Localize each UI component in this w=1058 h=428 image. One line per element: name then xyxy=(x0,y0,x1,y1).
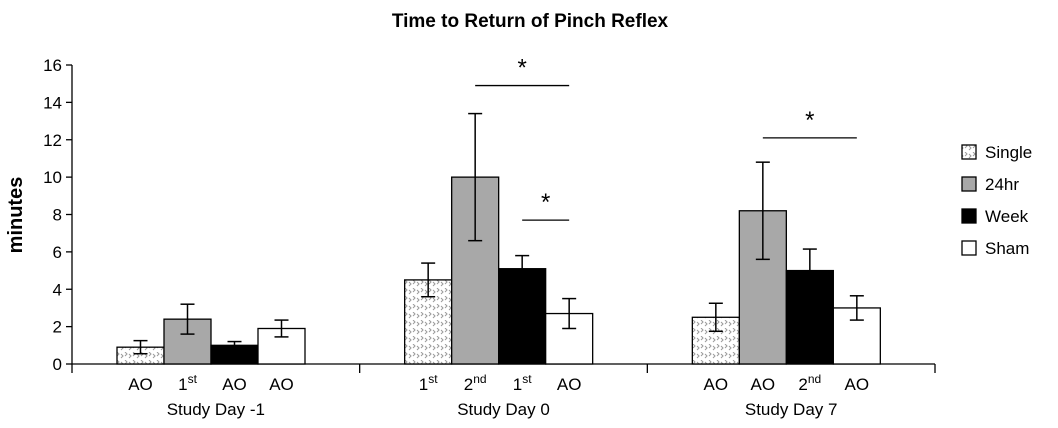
legend-label: 24hr xyxy=(985,175,1019,194)
group-label: Study Day 0 xyxy=(457,400,550,419)
bar-category-label: AO xyxy=(128,375,153,394)
legend: Single 24hr Week Sham xyxy=(961,143,1032,258)
group-label: Study Day -1 xyxy=(167,400,265,419)
legend-swatch xyxy=(961,240,977,256)
y-tick-label: 0 xyxy=(53,355,62,374)
y-tick-label: 8 xyxy=(53,206,62,225)
bar-category-label: AO xyxy=(557,375,582,394)
bar xyxy=(691,316,740,365)
bar-category-label: 1st xyxy=(178,372,197,394)
legend-swatch xyxy=(961,208,977,224)
legend-label: Sham xyxy=(985,239,1029,258)
significance-star: * xyxy=(541,189,550,216)
y-tick-label: 16 xyxy=(43,56,62,75)
bar-category-label: 2nd xyxy=(798,372,821,394)
group-label: Study Day 7 xyxy=(745,400,838,419)
y-tick-label: 4 xyxy=(53,280,62,299)
bar-category-label: AO xyxy=(845,375,870,394)
legend-swatch xyxy=(961,144,977,160)
bar-category-label: AO xyxy=(269,375,294,394)
bar-category-label: AO xyxy=(222,375,247,394)
error-bars xyxy=(133,112,864,355)
bar-category-label: 2nd xyxy=(464,372,487,394)
bar-category-label: 1st xyxy=(513,372,532,394)
legend-label: Week xyxy=(985,207,1029,226)
significance-star: * xyxy=(805,107,814,134)
legend-swatch xyxy=(961,176,977,192)
bars xyxy=(116,176,881,365)
y-tick-label: 12 xyxy=(43,131,62,150)
y-tick-label: 6 xyxy=(53,243,62,262)
y-axis-label: minutes xyxy=(5,177,27,254)
y-tick-label: 10 xyxy=(43,168,62,187)
bar-category-label: AO xyxy=(704,375,729,394)
significance-markers: * * * xyxy=(475,55,857,221)
significance-star: * xyxy=(517,55,526,82)
chart-title: Time to Return of Pinch Reflex xyxy=(392,11,669,32)
y-tick-label: 2 xyxy=(53,318,62,337)
y-tick-label: 14 xyxy=(43,93,62,112)
bar-category-label: 1st xyxy=(419,372,438,394)
legend-label: Single xyxy=(985,143,1032,162)
bar-category-label: AO xyxy=(751,375,776,394)
bar xyxy=(498,268,547,365)
